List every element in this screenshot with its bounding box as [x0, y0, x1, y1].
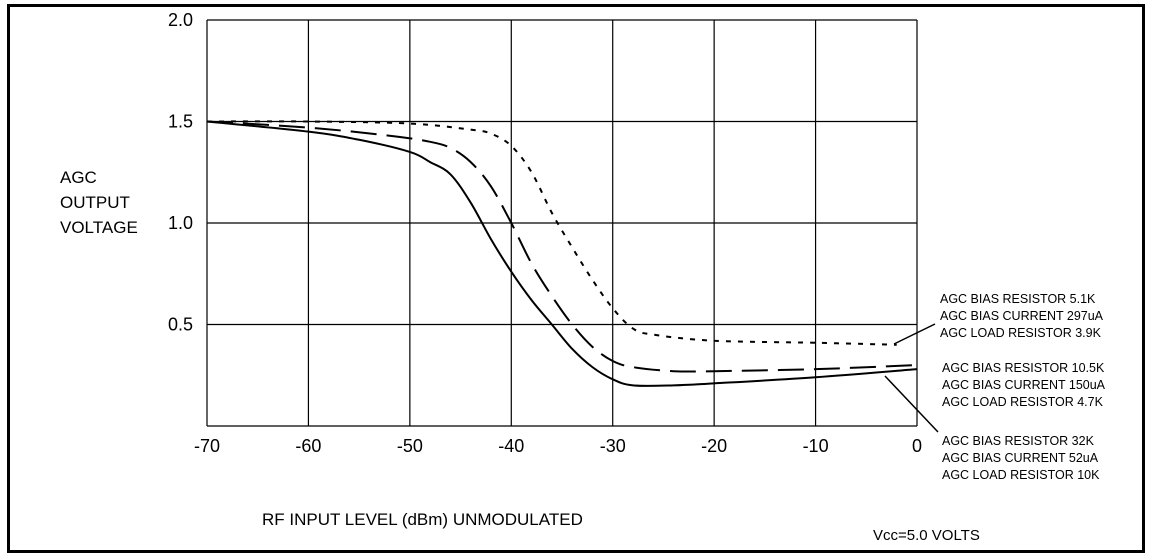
legend-2-line-1: AGC BIAS RESISTOR 10.5K: [942, 361, 1105, 375]
x-tick-label: -70: [194, 436, 220, 456]
legend-1-leader: [893, 323, 936, 345]
x-tick-label: -10: [803, 436, 829, 456]
legend-1-line-2: AGC BIAS CURRENT 297uA: [940, 309, 1104, 323]
y-tick-label: 2.0: [168, 10, 193, 30]
legend-3-line-3: AGC LOAD RESISTOR 10K: [942, 468, 1100, 482]
series-line-3: [206, 120, 918, 387]
y-axis-label-line-3: VOLTAGE: [60, 218, 138, 237]
series-line-2: [206, 120, 918, 373]
figure-frame: [7, 4, 1145, 553]
legend-series-1: AGC BIAS RESISTOR 5.1K AGC BIAS CURRENT …: [893, 292, 1104, 345]
legend-series-2: AGC BIAS RESISTOR 10.5K AGC BIAS CURRENT…: [942, 361, 1106, 409]
grid: [206, 19, 918, 427]
series-lines: [206, 120, 918, 387]
legend-1-line-1: AGC BIAS RESISTOR 5.1K: [940, 292, 1096, 306]
x-tick-label: -50: [397, 436, 423, 456]
x-tick-labels: -70 -60 -50 -40 -30 -20 -10 0: [194, 436, 922, 456]
y-axis-label-line-1: AGC: [60, 168, 97, 187]
legend-3-leader: [884, 375, 939, 433]
legend-3-line-2: AGC BIAS CURRENT 52uA: [942, 451, 1099, 465]
y-axis-label-line-2: OUTPUT: [60, 193, 130, 212]
series-line-1: [206, 120, 897, 346]
legend-series-3: AGC BIAS RESISTOR 32K AGC BIAS CURRENT 5…: [884, 375, 1100, 482]
y-tick-label: 1.0: [168, 213, 193, 233]
legend-1-line-3: AGC LOAD RESISTOR 3.9K: [940, 326, 1102, 340]
x-tick-label: 0: [912, 436, 922, 456]
x-axis-label: RF INPUT LEVEL (dBm) UNMODULATED: [262, 510, 583, 529]
vcc-note: Vcc=5.0 VOLTS: [873, 527, 980, 544]
legend-2-line-2: AGC BIAS CURRENT 150uA: [942, 378, 1106, 392]
y-tick-label: 1.5: [168, 112, 193, 132]
y-tick-label: 0.5: [168, 315, 193, 335]
legend-2-line-3: AGC LOAD RESISTOR 4.7K: [942, 395, 1104, 409]
y-tick-labels: 2.0 1.5 1.0 0.5: [168, 10, 193, 335]
x-tick-label: -20: [701, 436, 727, 456]
x-tick-label: -40: [498, 436, 524, 456]
x-tick-label: -30: [600, 436, 626, 456]
legend-3-line-1: AGC BIAS RESISTOR 32K: [942, 434, 1095, 448]
x-tick-label: -60: [295, 436, 321, 456]
